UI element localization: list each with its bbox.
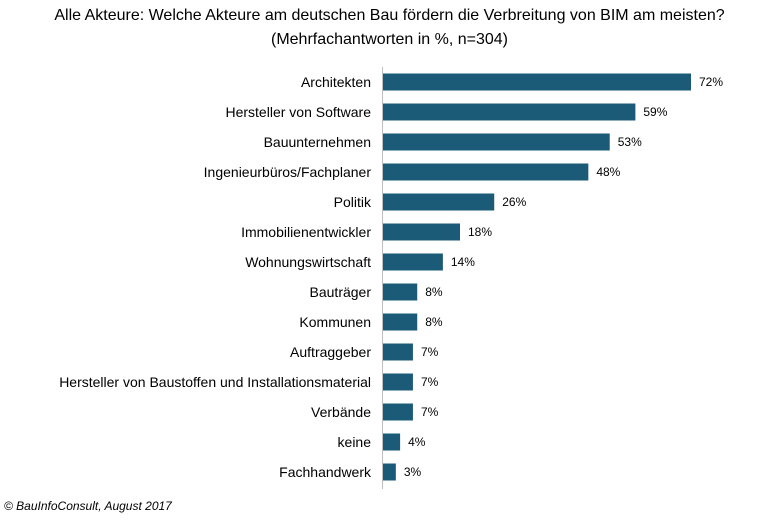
- value-label: 7%: [421, 405, 439, 419]
- category-label: Verbände: [311, 404, 371, 420]
- category-label: Wohnungswirtschaft: [245, 254, 371, 270]
- bar: [383, 103, 636, 121]
- bar: [383, 163, 589, 181]
- bar: [383, 343, 413, 361]
- value-label: 53%: [618, 135, 642, 149]
- category-label: Politik: [334, 194, 372, 210]
- category-label: Bauträger: [310, 284, 372, 300]
- bar: [383, 283, 418, 301]
- category-label: Immobilienentwickler: [241, 224, 371, 240]
- category-label: Hersteller von Software: [225, 104, 371, 120]
- category-label: Ingenieurbüros/Fachplaner: [204, 164, 372, 180]
- chart-title: Alle Akteure: Welche Akteure am deutsche…: [54, 7, 725, 24]
- value-label: 7%: [421, 375, 439, 389]
- category-labels-group: Architekten Hersteller von Software Bauunt…: [59, 74, 372, 480]
- bar: [383, 73, 691, 91]
- bar: [383, 193, 495, 211]
- value-label: 8%: [425, 315, 443, 329]
- value-label: 7%: [421, 345, 439, 359]
- category-label: Bauunternehmen: [264, 134, 371, 150]
- category-label: Kommunen: [299, 314, 371, 330]
- value-label: 3%: [404, 465, 422, 479]
- bar: [383, 133, 610, 151]
- value-label: 59%: [643, 105, 667, 119]
- category-label: Hersteller von Baustoffen und Installati…: [59, 374, 371, 390]
- value-label: 48%: [596, 165, 620, 179]
- value-label: 18%: [468, 225, 492, 239]
- bar: [383, 373, 413, 391]
- category-label: Auftraggeber: [290, 344, 371, 360]
- chart-subtitle: (Mehrfachantworten in %, n=304): [270, 31, 508, 48]
- category-label: keine: [338, 434, 372, 450]
- value-label: 4%: [408, 435, 426, 449]
- value-labels-group: 72% 59% 53% 48% 26% 18% 14% 8% 8% 7% 7% 7% 4% 3%: [404, 75, 724, 479]
- bar: [383, 313, 418, 331]
- bar: [383, 253, 443, 271]
- value-label: 26%: [502, 195, 526, 209]
- category-label: Architekten: [301, 74, 371, 90]
- value-label: 8%: [425, 285, 443, 299]
- bar: [383, 433, 401, 451]
- bar: [383, 223, 460, 241]
- category-label: Fachhandwerk: [279, 464, 372, 480]
- bar: [383, 403, 413, 421]
- value-label: 14%: [451, 255, 475, 269]
- bar: [383, 463, 396, 481]
- bars-group: [383, 73, 691, 481]
- source-footer: © BauInfoConsult, August 2017: [4, 499, 172, 513]
- value-label: 72%: [699, 75, 723, 89]
